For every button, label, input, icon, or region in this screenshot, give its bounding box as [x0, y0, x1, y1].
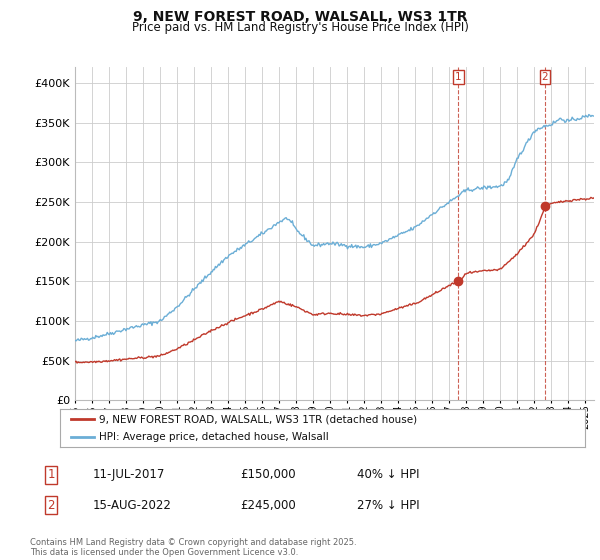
- Text: HPI: Average price, detached house, Walsall: HPI: Average price, detached house, Wals…: [100, 432, 329, 442]
- Text: 27% ↓ HPI: 27% ↓ HPI: [357, 498, 419, 512]
- Text: 1: 1: [47, 468, 55, 482]
- Text: Price paid vs. HM Land Registry's House Price Index (HPI): Price paid vs. HM Land Registry's House …: [131, 21, 469, 34]
- Text: 9, NEW FOREST ROAD, WALSALL, WS3 1TR: 9, NEW FOREST ROAD, WALSALL, WS3 1TR: [133, 10, 467, 24]
- Text: Contains HM Land Registry data © Crown copyright and database right 2025.
This d: Contains HM Land Registry data © Crown c…: [30, 538, 356, 557]
- Text: 1: 1: [455, 72, 461, 82]
- Text: 11-JUL-2017: 11-JUL-2017: [93, 468, 166, 482]
- Text: 9, NEW FOREST ROAD, WALSALL, WS3 1TR (detached house): 9, NEW FOREST ROAD, WALSALL, WS3 1TR (de…: [100, 414, 418, 424]
- Text: 15-AUG-2022: 15-AUG-2022: [93, 498, 172, 512]
- Text: 40% ↓ HPI: 40% ↓ HPI: [357, 468, 419, 482]
- Text: £150,000: £150,000: [240, 468, 296, 482]
- Text: £245,000: £245,000: [240, 498, 296, 512]
- Text: 2: 2: [542, 72, 548, 82]
- Text: 2: 2: [47, 498, 55, 512]
